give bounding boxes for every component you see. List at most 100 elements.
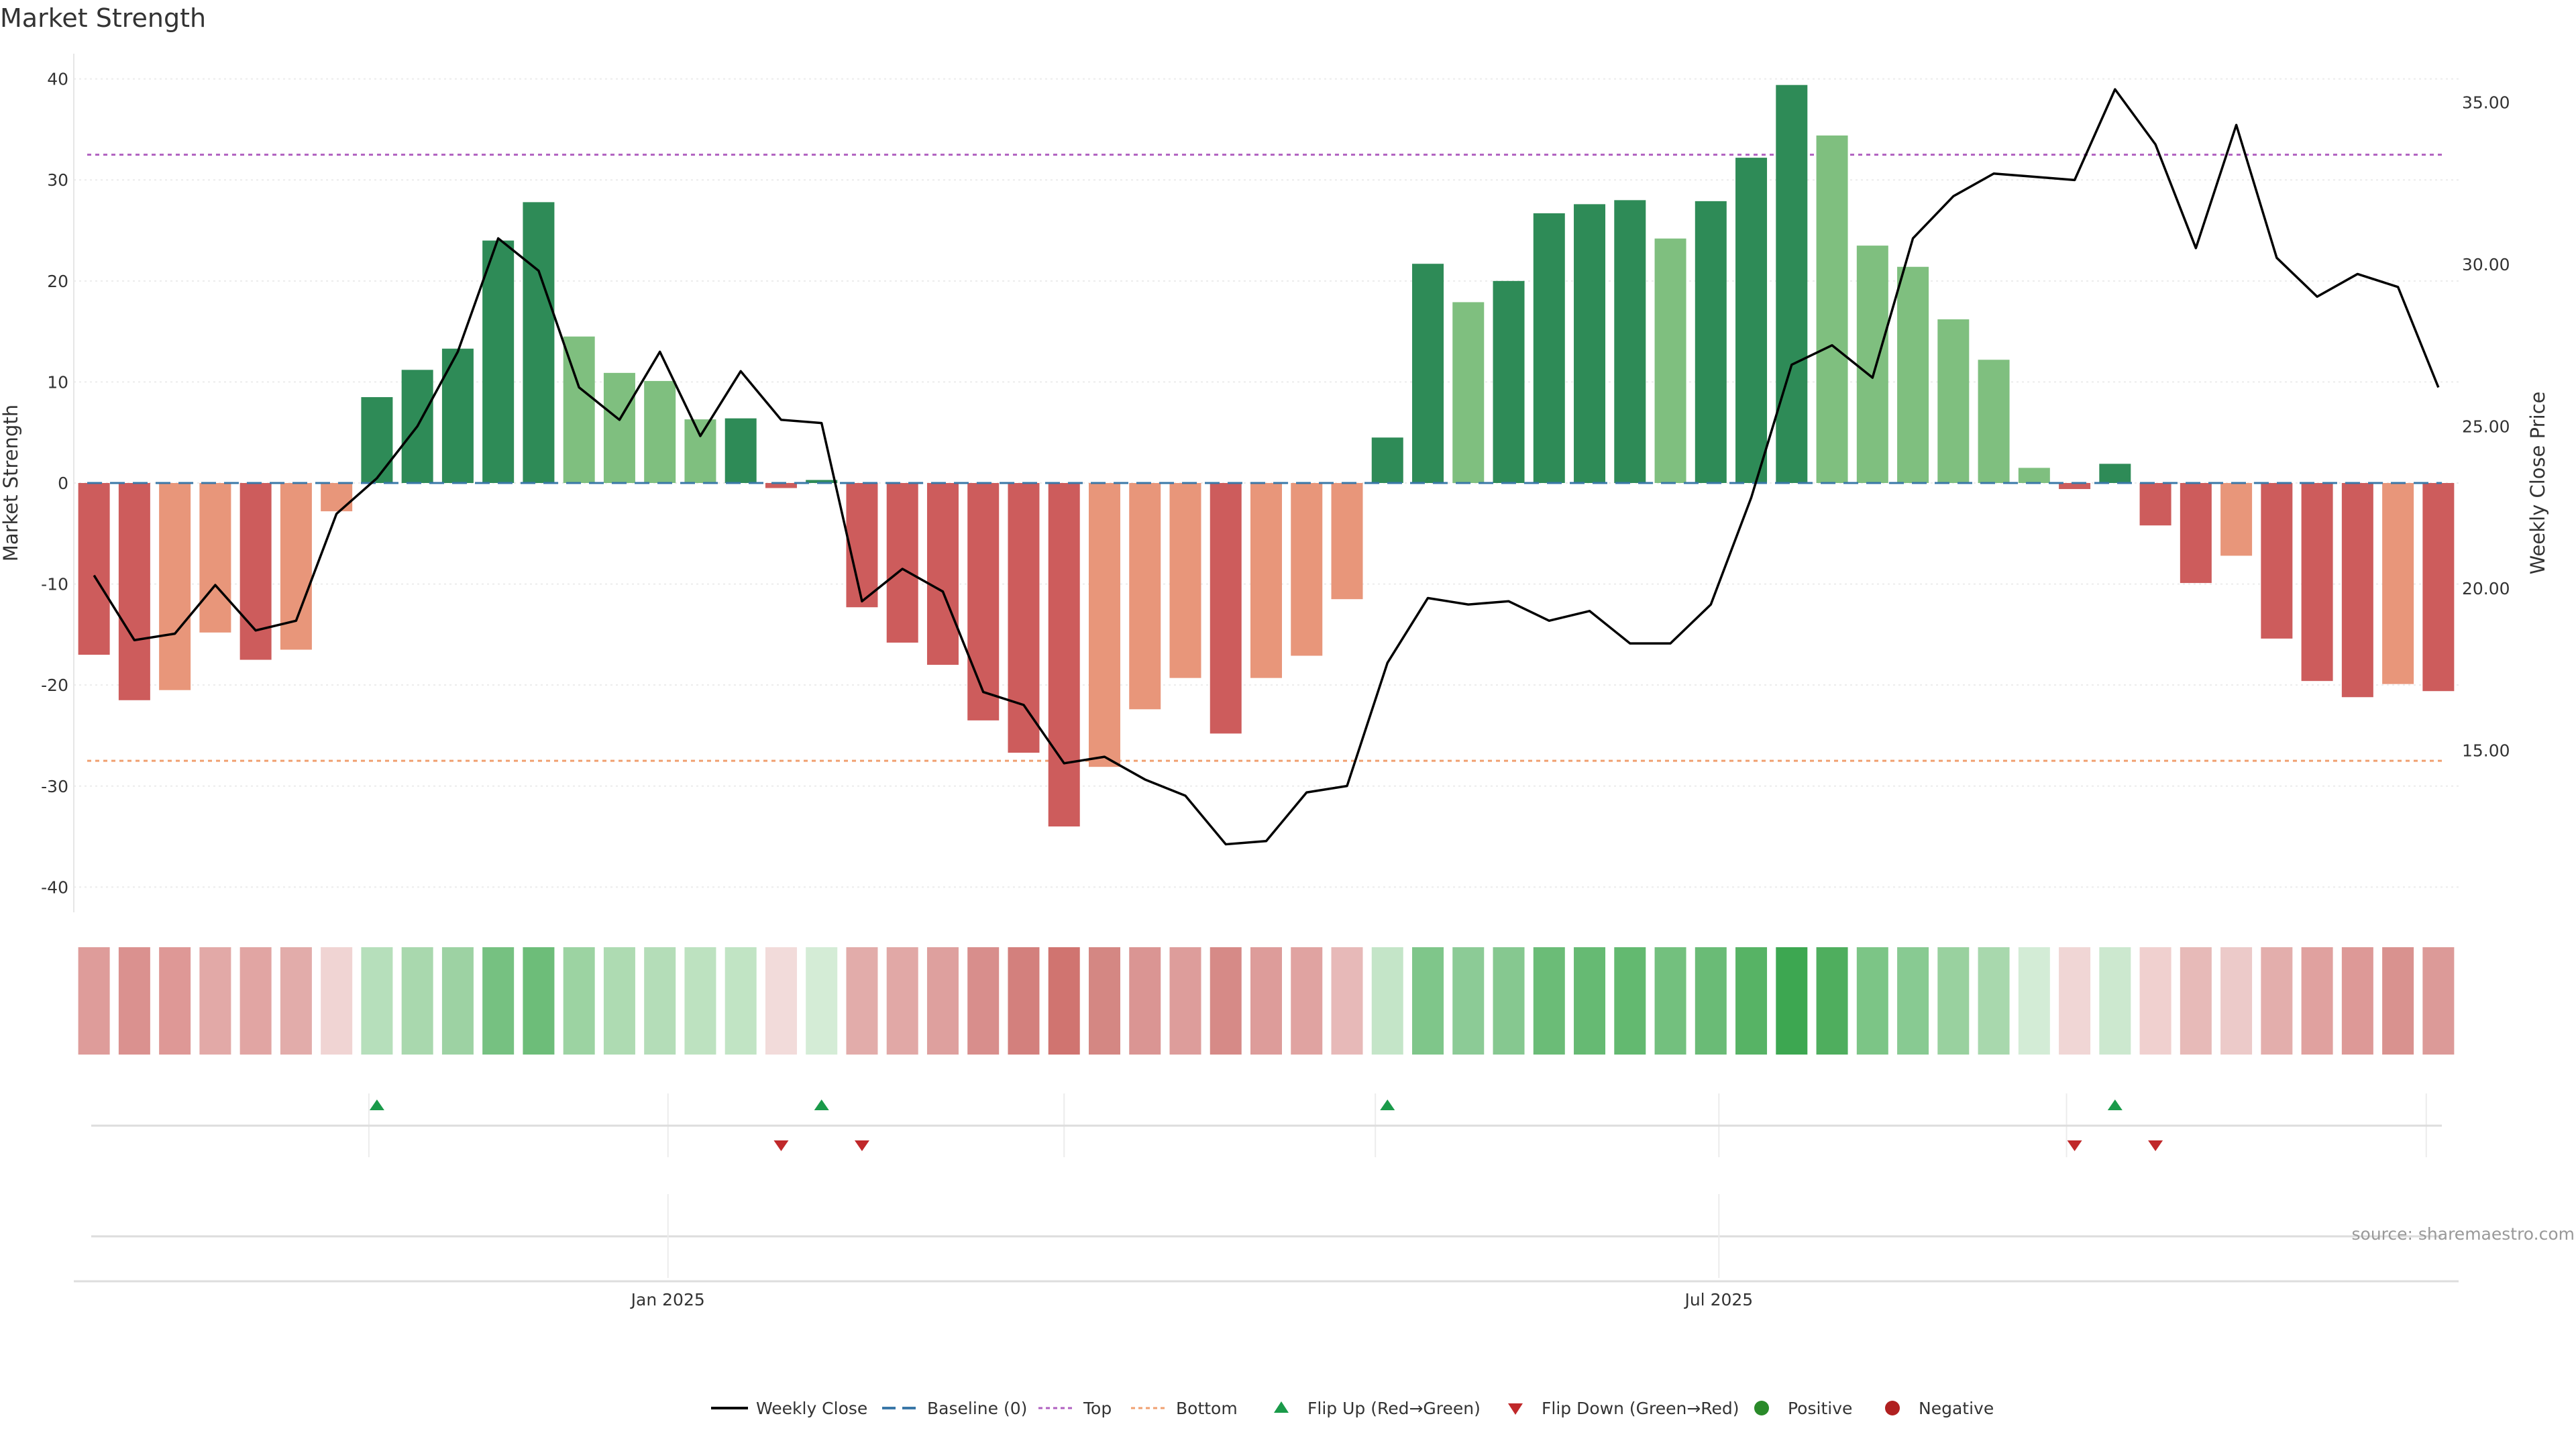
heat-cell	[1937, 947, 1970, 1055]
heat-cell	[482, 947, 515, 1055]
flip-down-marker	[773, 1140, 789, 1151]
legend-label: Negative	[1919, 1399, 1994, 1418]
heat-cell	[1452, 947, 1485, 1055]
strength-bar	[1169, 483, 1201, 678]
heat-cell	[2139, 947, 2171, 1055]
heat-cell	[159, 947, 191, 1055]
heat-cell	[1210, 947, 1242, 1055]
legend-label: Flip Up (Red→Green)	[1307, 1399, 1481, 1418]
strength-bar	[806, 480, 838, 483]
heat-cell	[724, 947, 757, 1055]
heat-cell	[563, 947, 595, 1055]
strength-bar	[1210, 483, 1242, 734]
legend-flip-down-swatch	[1508, 1403, 1523, 1415]
heat-cell	[1978, 947, 2010, 1055]
strength-bars	[78, 85, 2455, 826]
x-axis-ticks: Jan 2025 Jul 2025	[74, 1280, 2459, 1309]
y-tick-label: 0	[58, 474, 68, 493]
y-axis-label: Market Strength	[0, 405, 22, 561]
y2-tick-label: 20.00	[2462, 579, 2510, 598]
heat-cell	[239, 947, 272, 1055]
flip-markers-panel	[91, 1093, 2442, 1278]
heat-cell	[765, 947, 797, 1055]
heat-cell	[1088, 947, 1120, 1055]
y-tick-label: -20	[41, 676, 68, 695]
strength-bar	[2261, 483, 2293, 639]
heat-cell	[118, 947, 150, 1055]
heat-cell	[1856, 947, 1888, 1055]
heat-cell	[1169, 947, 1201, 1055]
strength-bar	[644, 380, 676, 483]
x-tick-label: Jul 2025	[1683, 1290, 1753, 1309]
strength-bar	[846, 483, 878, 608]
heat-cell	[2341, 947, 2373, 1055]
y2-tick-label: 15.00	[2462, 741, 2510, 760]
heat-cell	[806, 947, 838, 1055]
flip-up-marker	[814, 1099, 829, 1110]
heat-cell	[401, 947, 433, 1055]
y-tick-label: 10	[47, 372, 68, 392]
strength-bar	[1654, 238, 1686, 483]
strength-bar	[441, 348, 474, 483]
strength-bar	[2422, 483, 2455, 692]
heat-cell	[1250, 947, 1282, 1055]
y2-tick-label: 35.00	[2462, 93, 2510, 112]
flip-down-marker	[854, 1140, 869, 1151]
heat-cell	[523, 947, 555, 1055]
strength-bar	[280, 483, 312, 650]
legend-positive-swatch	[1754, 1401, 1769, 1415]
strength-bar	[765, 483, 797, 488]
heat-cell	[1695, 947, 1727, 1055]
strength-bar	[2018, 468, 2050, 483]
heat-cell	[199, 947, 231, 1055]
legend-flip-up-swatch	[1274, 1401, 1289, 1413]
heat-cell	[603, 947, 635, 1055]
heat-strip	[78, 947, 2455, 1055]
flip-up-marker	[1380, 1099, 1395, 1110]
heat-cell	[1371, 947, 1403, 1055]
y2-tick-label: 30.00	[2462, 255, 2510, 274]
heat-cell	[684, 947, 716, 1055]
y-tick-label: -30	[41, 777, 68, 796]
strength-bar	[199, 483, 231, 633]
strength-bar	[1412, 264, 1444, 483]
strength-bar	[1533, 213, 1565, 483]
strength-bar	[926, 483, 959, 665]
strength-bar	[2341, 483, 2373, 698]
source-note: source: sharemaestro.com	[2352, 1224, 2575, 1244]
strength-bar	[724, 418, 757, 483]
heat-cell	[1776, 947, 1808, 1055]
strength-bar	[239, 483, 272, 660]
strength-bar	[1331, 483, 1363, 600]
strength-bar	[1816, 135, 1848, 484]
strength-bar	[1048, 483, 1080, 826]
heat-cell	[967, 947, 1000, 1055]
legend-label: Bottom	[1176, 1399, 1238, 1418]
heat-cell	[926, 947, 959, 1055]
strength-bar	[563, 336, 595, 483]
heat-cell	[1614, 947, 1646, 1055]
weekly-close-line-group	[93, 88, 2440, 846]
strength-bar	[886, 483, 918, 643]
heat-cell	[1493, 947, 1525, 1055]
strength-bar	[1614, 200, 1646, 483]
strength-bar	[1493, 280, 1525, 483]
strength-bar	[159, 483, 191, 690]
legend-label: Top	[1083, 1399, 1112, 1418]
flip-up-marker	[369, 1099, 384, 1110]
y-tick-label: 30	[47, 170, 68, 190]
strength-bar	[1452, 302, 1485, 483]
heat-cell	[321, 947, 353, 1055]
heat-cell	[2220, 947, 2253, 1055]
strength-bar	[1978, 360, 2010, 483]
heat-cell	[1048, 947, 1080, 1055]
legend-negative-swatch	[1885, 1401, 1900, 1415]
strength-bar	[523, 202, 555, 483]
heat-cell	[1533, 947, 1565, 1055]
strength-bar	[2180, 483, 2212, 584]
x-tick-label: Jan 2025	[630, 1290, 705, 1309]
heat-cell	[1331, 947, 1363, 1055]
legend-label: Positive	[1788, 1399, 1852, 1418]
heat-cell	[2099, 947, 2131, 1055]
flip-down-marker	[2148, 1140, 2163, 1151]
